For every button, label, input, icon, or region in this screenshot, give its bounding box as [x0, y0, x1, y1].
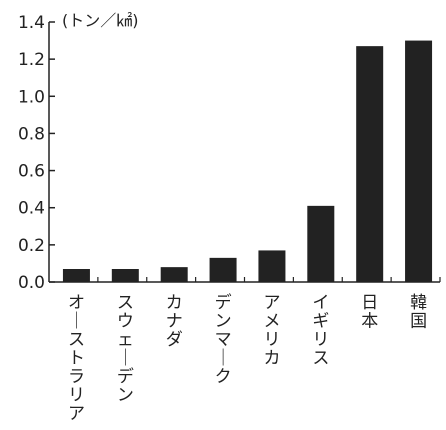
bar — [111, 269, 139, 282]
bar — [356, 46, 384, 283]
x-category-label: 日本 — [361, 293, 378, 332]
bar — [405, 40, 433, 283]
y-tick-label: 0.6 — [18, 162, 45, 182]
x-category-label: カナダ — [166, 293, 183, 350]
x-category-label: イギリス — [312, 293, 329, 369]
bar-layer — [62, 40, 433, 283]
y-tick-label: 1.2 — [18, 50, 45, 70]
x-category-label: アメリカ — [263, 293, 280, 369]
y-unit-label: (トン／㎢) — [62, 11, 139, 30]
bar — [307, 205, 335, 282]
y-tick-label: 0.8 — [18, 124, 45, 144]
bar — [62, 269, 90, 282]
x-category-label: オ｜ストラリア — [68, 293, 85, 424]
bar — [209, 257, 237, 282]
x-category-label: デンマ｜ク — [215, 292, 232, 387]
y-tick-label: 1.0 — [18, 87, 45, 107]
bar — [160, 267, 188, 282]
y-tick-label: 0.4 — [18, 199, 45, 219]
x-category-label: スウェ｜デン — [117, 293, 134, 406]
y-tick-label: 1.4 — [18, 13, 45, 33]
y-tick-label: 0.2 — [18, 236, 45, 256]
bar — [258, 250, 286, 282]
x-category-label: 韓国 — [410, 293, 427, 332]
y-tick-label: 0.0 — [18, 273, 45, 293]
